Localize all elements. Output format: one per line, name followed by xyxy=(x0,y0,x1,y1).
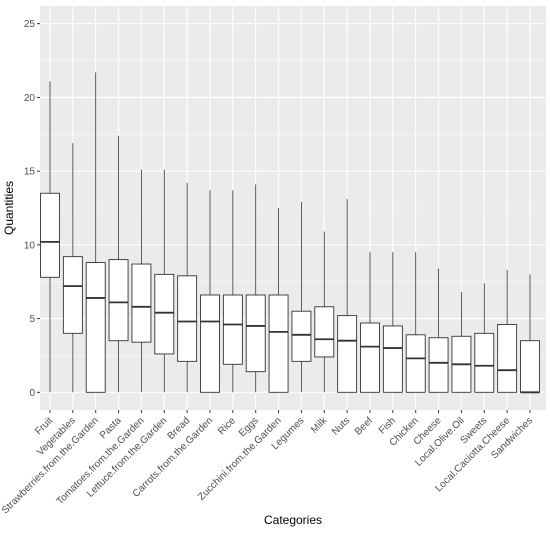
box-iqr xyxy=(337,315,358,393)
box-Lettuce.from.the.Garden xyxy=(154,169,175,393)
y-tick-label: 25 xyxy=(24,19,36,30)
y-axis-title: Quantities xyxy=(2,181,16,235)
box-Chicken xyxy=(405,252,426,393)
box-Pasta xyxy=(108,135,129,393)
box-iqr xyxy=(497,324,518,393)
box-iqr xyxy=(405,334,426,393)
box-Fish xyxy=(382,252,403,393)
box-Carrots.from.the.Garden xyxy=(200,190,220,393)
box-Eggs xyxy=(245,184,266,393)
y-axis-ticks: 0 5 10 15 20 25 xyxy=(24,19,40,399)
box-iqr xyxy=(200,294,220,393)
box-Zucchini.from.the.Garden xyxy=(268,208,289,393)
x-tick-label: Milk xyxy=(309,415,330,436)
box-Bread xyxy=(177,182,198,393)
box-Cheese xyxy=(428,268,449,393)
box-Sweets xyxy=(474,283,495,393)
x-tick-label: Nuts xyxy=(330,415,352,437)
box-iqr xyxy=(222,294,243,365)
box-iqr xyxy=(154,273,175,355)
box-iqr xyxy=(520,340,540,393)
x-tick-label: Beef xyxy=(353,415,375,437)
box-iqr xyxy=(245,294,266,373)
box-iqr xyxy=(131,263,152,343)
box-series xyxy=(40,72,540,394)
box-Fruit xyxy=(40,81,60,393)
x-tick-label: Strawberries.from.the.Garden xyxy=(0,415,101,516)
box-Local.Olive.Oil xyxy=(451,292,472,393)
box-Tomatoes.from.the.Garden xyxy=(131,169,152,393)
box-Beef xyxy=(360,252,380,393)
box-iqr xyxy=(428,337,449,393)
box-iqr xyxy=(268,294,289,393)
box-iqr xyxy=(474,332,495,393)
box-iqr xyxy=(177,275,198,362)
box-iqr xyxy=(108,259,129,342)
box-iqr xyxy=(314,306,335,358)
box-Milk xyxy=(314,231,335,393)
y-tick-label: 0 xyxy=(29,388,35,399)
box-Sandwiches xyxy=(520,274,540,394)
y-tick-label: 15 xyxy=(24,167,36,178)
box-iqr xyxy=(85,262,106,393)
box-iqr xyxy=(360,322,380,393)
y-tick-label: 5 xyxy=(29,314,35,325)
box-Vegetables xyxy=(62,143,83,393)
x-tick-label: Rice xyxy=(216,415,238,437)
x-axis-title: Categories xyxy=(264,513,322,527)
box-Legumes xyxy=(291,202,312,393)
box-Rice xyxy=(222,190,243,393)
box-iqr xyxy=(382,325,403,393)
x-axis-ticks: FruitVegetablesStrawberries.from.the.Gar… xyxy=(0,410,535,516)
y-tick-label: 10 xyxy=(24,240,36,251)
box-iqr xyxy=(62,256,83,334)
box-iqr xyxy=(40,192,60,278)
box-Local.Caciotta.Cheese xyxy=(497,269,518,393)
box-iqr xyxy=(291,310,312,362)
box-Nuts xyxy=(337,199,358,393)
box-Strawberries.from.the.Garden xyxy=(85,72,106,393)
y-tick-label: 20 xyxy=(24,93,36,104)
